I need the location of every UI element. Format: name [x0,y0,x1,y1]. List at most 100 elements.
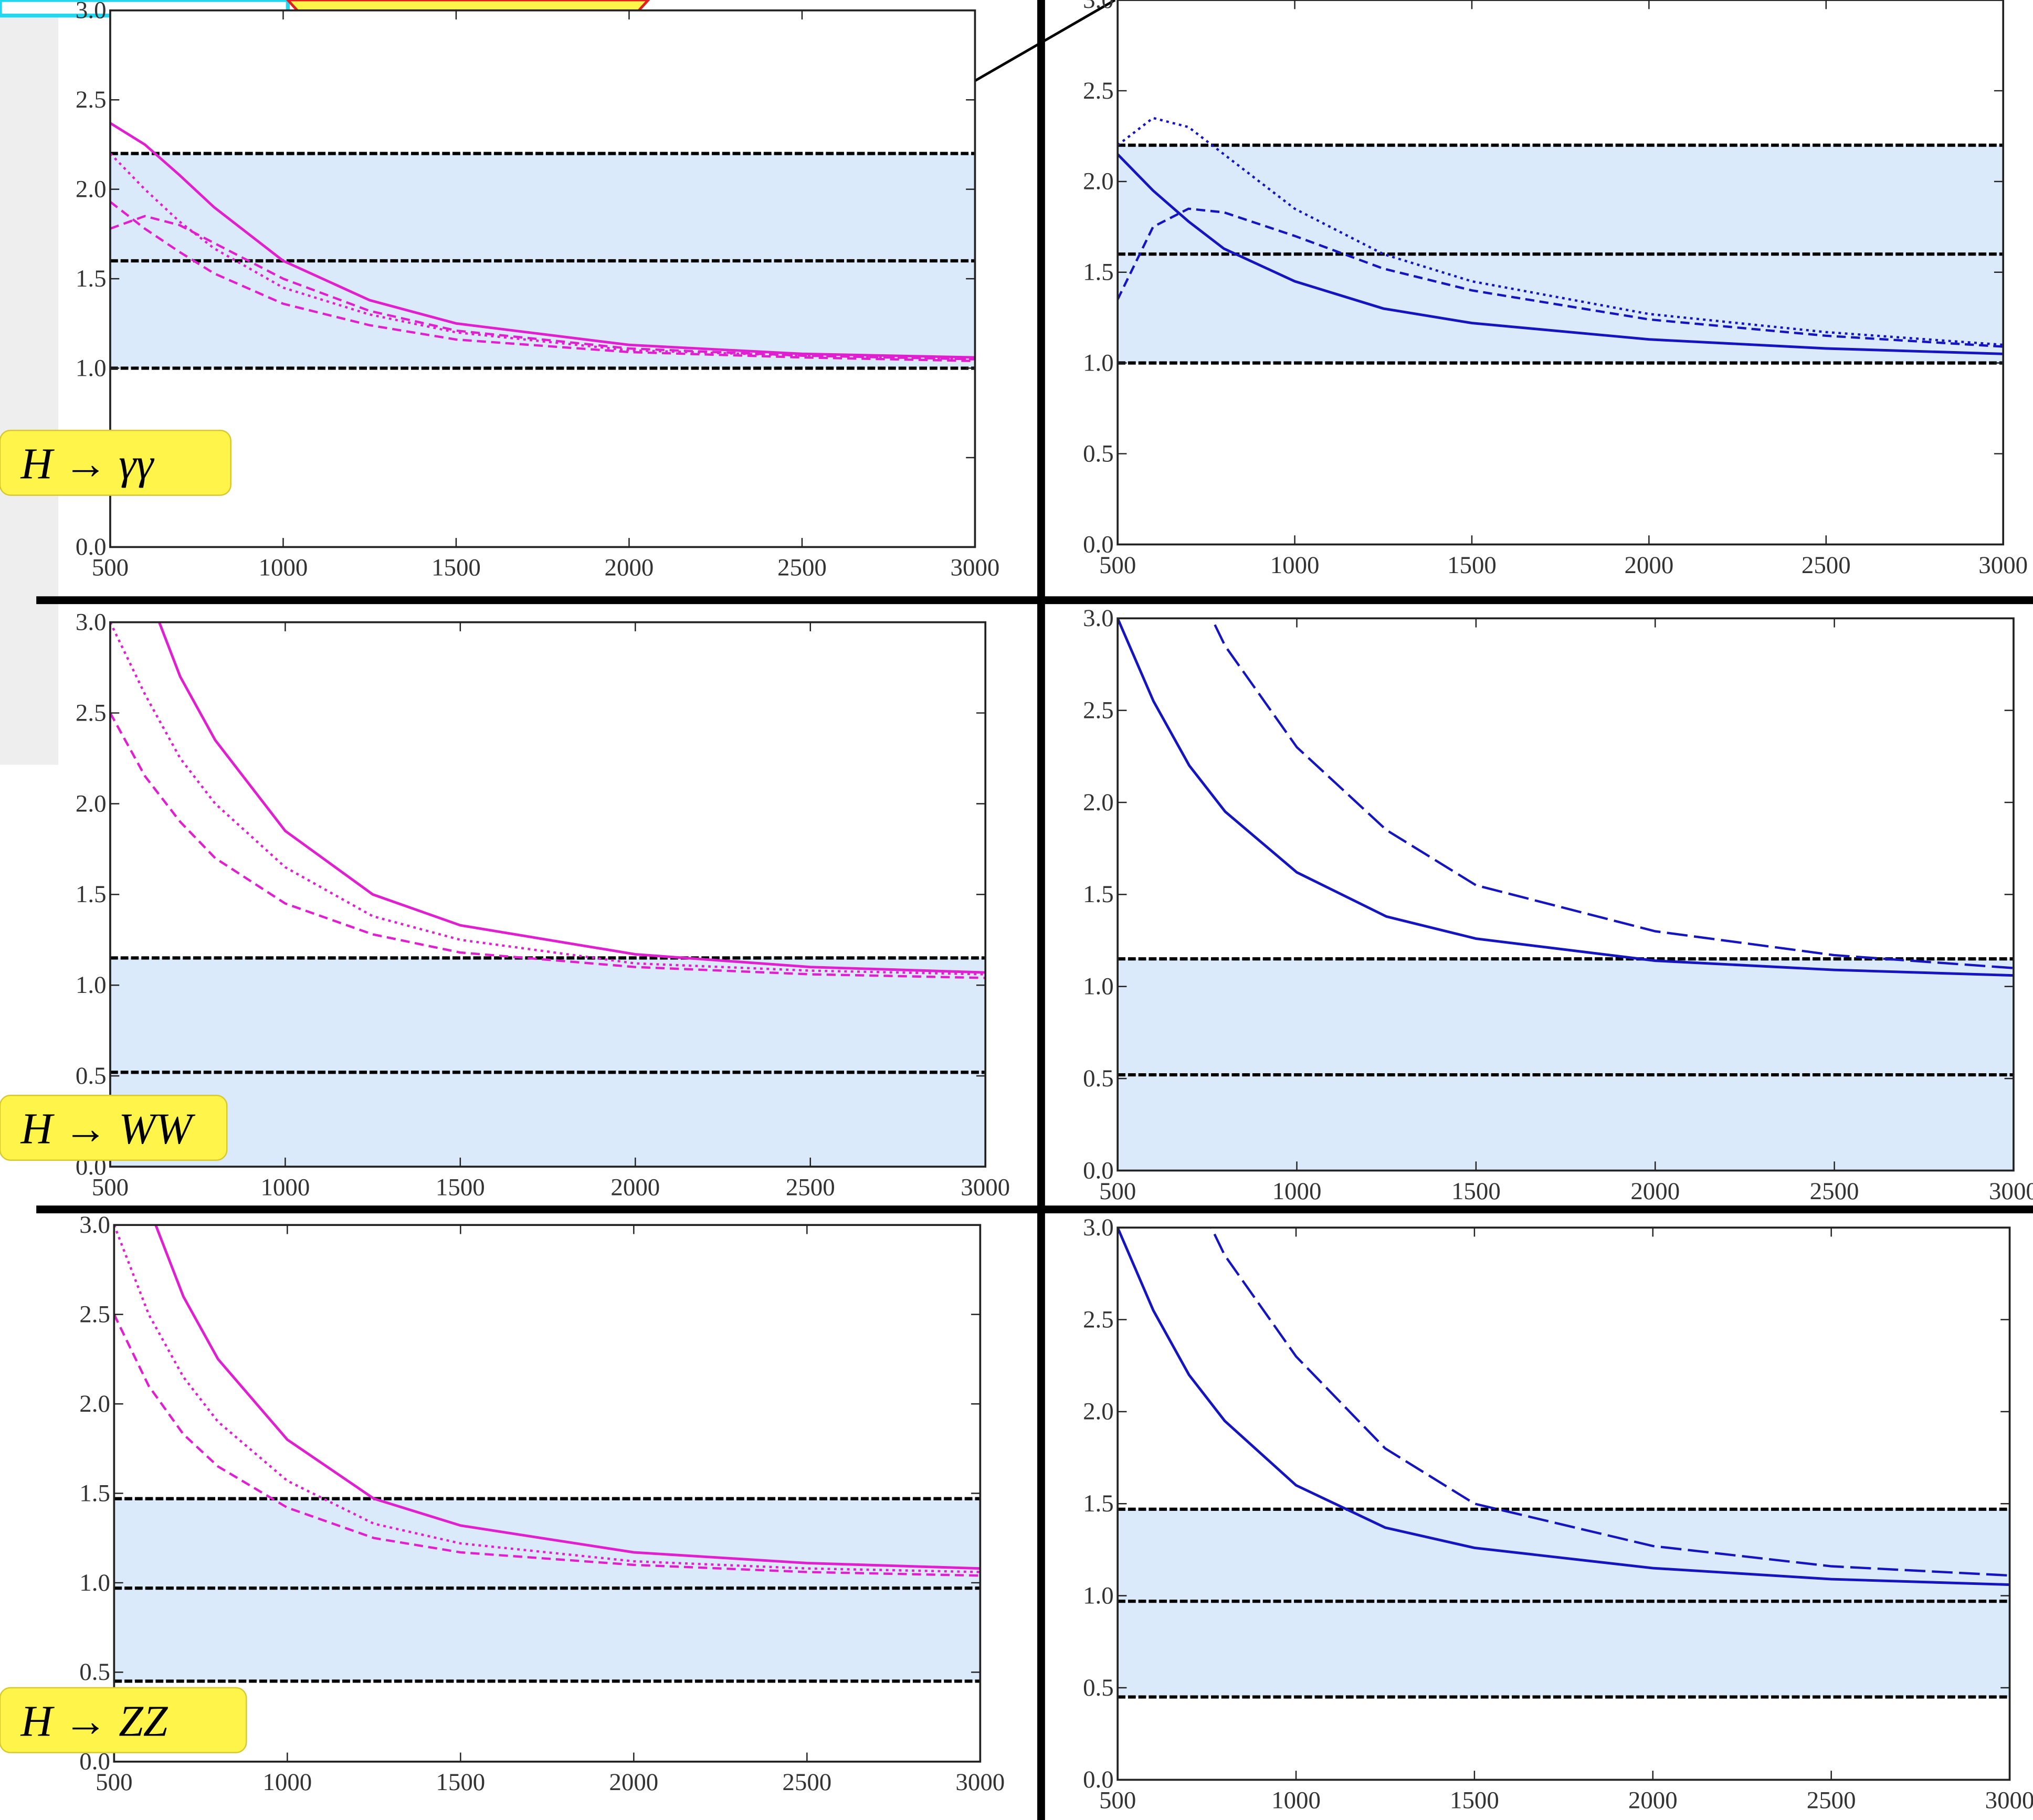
annotation-box [0,1094,228,1161]
x-tick-label: 1000 [262,1769,312,1796]
x-tick-label: 2000 [609,1769,658,1796]
y-tick-label: 0.5 [1083,1065,1114,1092]
panel: 500100015002000250030000.00.51.01.52.02.… [0,0,999,581]
line-series [110,622,986,976]
y-tick-label: 3.0 [76,0,107,24]
x-tick-label: 1500 [436,1769,485,1796]
line-series [110,200,975,363]
y-tick-label: 2.5 [76,699,107,726]
y-tick-label: 1.0 [76,354,107,382]
x-tick-label: 1000 [1270,552,1320,579]
y-tick-label: 0.5 [1083,1674,1114,1701]
x-tick-label: 1500 [436,1173,485,1201]
y-tick-label: 2.5 [76,86,107,113]
y-tick-label: 2.0 [1083,1398,1114,1425]
x-tick-label: 1500 [431,554,481,581]
annotation-box [0,1687,247,1753]
y-tick-label: 0.0 [1083,1157,1114,1184]
x-tick-label: 2500 [782,1769,831,1796]
line-series [110,122,975,359]
y-tick-label: 0.5 [76,1062,107,1089]
line-series [1118,1228,2010,1586]
series-group [110,122,975,363]
line-series [1210,618,2014,969]
series-group [1118,117,2004,355]
line-series [1118,153,2004,355]
y-tick-label: 1.5 [79,1479,110,1507]
y-tick-label: 1.5 [76,881,107,908]
line-series [110,152,975,361]
background-panel [0,0,59,765]
y-tick-label: 2.5 [1083,77,1114,104]
series-group [1118,618,2014,977]
x-tick-label: 1500 [1450,1787,1499,1814]
y-tick-label: 0.0 [76,533,107,560]
y-tick-label: 2.0 [76,790,107,817]
x-tick-label: 500 [1099,1178,1136,1205]
x-tick-label: 1500 [1451,1178,1501,1205]
x-tick-label: 2500 [786,1173,835,1201]
annotation: H → ZZ [20,1697,168,1745]
y-tick-label: 1.5 [1083,1490,1114,1517]
x-tick-label: 1000 [1272,1178,1322,1205]
y-tick-label: 3.0 [1083,0,1114,14]
x-tick-label: 1500 [1447,552,1497,579]
y-tick-label: 0.5 [1083,440,1114,467]
y-tick-label: 1.5 [1083,881,1114,908]
y-tick-label: 2.0 [76,175,107,203]
y-tick-label: 2.0 [1083,789,1114,816]
band [1118,959,2014,1171]
series-group [1118,1228,2010,1586]
band [114,1498,981,1681]
band [1118,1509,2010,1697]
line-series [1118,207,2004,348]
line-series [110,215,975,361]
x-tick-label: 2000 [1630,1178,1680,1205]
line-series [114,1225,981,1573]
y-tick-label: 1.0 [1083,1582,1114,1609]
x-tick-label: 500 [96,1769,132,1796]
series-group [114,1225,981,1577]
band [110,958,986,1167]
x-tick-label: 3000 [1989,1178,2033,1205]
x-tick-label: 2500 [1807,1787,1856,1814]
line-series [1118,117,2004,346]
line-series [1210,1228,2010,1577]
line-series [114,1314,981,1577]
annotation-box [0,429,231,496]
x-tick-label: 2000 [1628,1787,1678,1814]
y-tick-label: 1.0 [79,1569,110,1596]
x-tick-label: 500 [92,554,129,581]
y-tick-label: 2.0 [1083,168,1114,195]
series-group [110,622,986,979]
line-series [1118,618,2014,977]
x-tick-label: 2000 [1624,552,1673,579]
y-tick-label: 3.0 [79,1211,110,1239]
y-tick-label: 3.0 [76,608,107,636]
x-tick-label: 500 [1099,552,1136,579]
y-tick-label: 2.5 [1083,696,1114,724]
x-tick-label: 2500 [1802,552,1851,579]
x-tick-label: 3000 [955,1769,1005,1796]
y-tick-label: 1.0 [1083,349,1114,376]
annotation: H → γγ [20,439,155,488]
panel: 500100015002000250030000.00.51.01.52.02.… [1083,605,2033,1205]
y-tick-label: 3.0 [1083,605,1114,632]
line-series [110,712,986,979]
x-tick-label: 2500 [1810,1178,1859,1205]
y-tick-label: 1.0 [76,971,107,999]
x-tick-label: 2500 [777,554,827,581]
y-tick-label: 1.5 [76,265,107,292]
x-tick-label: 3000 [1978,552,2028,579]
y-tick-label: 2.0 [79,1390,110,1417]
x-tick-label: 1000 [1271,1787,1321,1814]
annotation: H → WW [20,1105,196,1154]
x-tick-label: 500 [1099,1787,1136,1814]
y-tick-label: 3.0 [1083,1214,1114,1241]
